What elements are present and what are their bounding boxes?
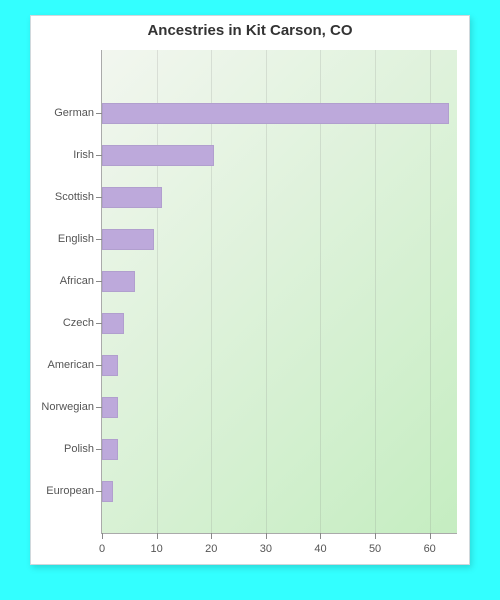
x-tick (157, 533, 158, 539)
x-axis-label: 30 (260, 543, 272, 555)
chart-row: European (102, 470, 457, 512)
y-axis-label: Irish (73, 149, 94, 161)
x-axis-label: 50 (369, 543, 381, 555)
x-axis-label: 40 (314, 543, 326, 555)
x-axis-label: 60 (424, 543, 436, 555)
y-axis-label: Scottish (55, 191, 94, 203)
x-tick (430, 533, 431, 539)
y-axis-label: Polish (64, 443, 94, 455)
x-tick (211, 533, 212, 539)
bar (102, 187, 162, 208)
bar (102, 145, 214, 166)
chart-row: German (102, 92, 457, 134)
chart-row: Scottish (102, 176, 457, 218)
y-axis-label: American (48, 359, 94, 371)
chart-row: Czech (102, 302, 457, 344)
chart-container: Ancestries in Kit Carson, CO City-Data.c… (30, 15, 470, 565)
x-axis-label: 10 (150, 543, 162, 555)
chart-row: Polish (102, 428, 457, 470)
y-axis-label: European (46, 485, 94, 497)
chart-row: Irish (102, 134, 457, 176)
y-axis-label: African (60, 275, 94, 287)
x-axis-label: 20 (205, 543, 217, 555)
chart-row: American (102, 344, 457, 386)
bar (102, 481, 113, 502)
chart-row: English (102, 218, 457, 260)
bar (102, 439, 118, 460)
bar (102, 103, 449, 124)
x-tick (375, 533, 376, 539)
chart-row: Norwegian (102, 386, 457, 428)
bar (102, 355, 118, 376)
x-tick (320, 533, 321, 539)
page-outer: Ancestries in Kit Carson, CO City-Data.c… (0, 0, 500, 600)
y-axis-label: Czech (63, 317, 94, 329)
bar (102, 397, 118, 418)
x-axis-label: 0 (99, 543, 105, 555)
x-tick (102, 533, 103, 539)
bar (102, 271, 135, 292)
y-axis-label: English (58, 233, 94, 245)
y-axis-label: German (54, 107, 94, 119)
bar (102, 229, 154, 250)
chart-row: African (102, 260, 457, 302)
chart-title: Ancestries in Kit Carson, CO (31, 22, 469, 39)
bar (102, 313, 124, 334)
x-tick (266, 533, 267, 539)
plot-area: 0102030405060GermanIrishScottishEnglishA… (101, 50, 457, 534)
y-axis-label: Norwegian (41, 401, 94, 413)
